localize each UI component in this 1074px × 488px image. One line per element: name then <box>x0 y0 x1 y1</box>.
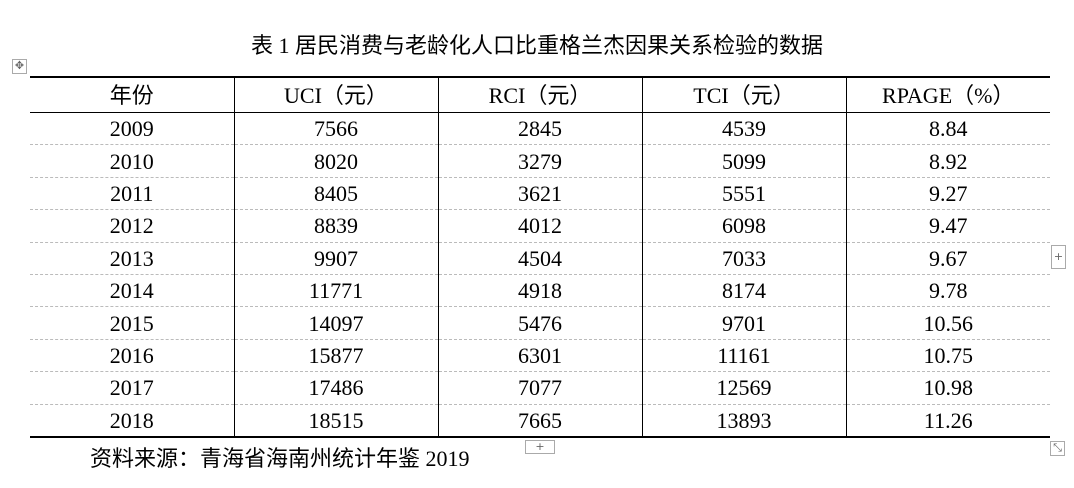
table-cell: 12569 <box>641 371 847 405</box>
table-cell: 10.98 <box>845 371 1050 405</box>
table-cell: 6098 <box>641 209 847 243</box>
table-cell: 2017 <box>30 371 235 405</box>
header-cell: RCI（元） <box>437 77 643 113</box>
table-cell: 2845 <box>437 112 643 146</box>
header-cell: RPAGE（%） <box>845 77 1050 113</box>
table-cell: 8.92 <box>845 144 1050 178</box>
table-cell: 4918 <box>437 274 643 308</box>
table-row: 2014 11771 4918 8174 9.78 <box>30 274 1050 308</box>
header-cell: 年份 <box>30 77 235 113</box>
table-cell: 9907 <box>233 242 439 275</box>
table-cell: 8839 <box>233 209 439 243</box>
source-note: 资料来源：青海省海南州统计年鉴 2019 <box>90 446 470 471</box>
table-cell: 7077 <box>437 371 643 405</box>
table-cell: 7665 <box>437 404 643 438</box>
table-cell: 2011 <box>30 177 235 211</box>
table-cell: 3279 <box>437 144 643 178</box>
table-cell: 11161 <box>641 339 847 373</box>
table-move-handle[interactable]: ✥ <box>12 59 27 74</box>
table-cell: 8020 <box>233 144 439 178</box>
table-cell: 10.75 <box>845 339 1050 373</box>
table-cell: 15877 <box>233 339 439 373</box>
table-cell: 5476 <box>437 306 643 340</box>
table-cell: 2009 <box>30 112 235 146</box>
table-cell: 9.47 <box>845 209 1050 243</box>
table-cell: 2015 <box>30 306 235 340</box>
table-cell: 2016 <box>30 339 235 373</box>
table-row: 2009 7566 2845 4539 8.84 <box>30 112 1050 146</box>
table-cell: 10.56 <box>845 306 1050 340</box>
table-row: 2013 9907 4504 7033 9.67 <box>30 242 1050 275</box>
table-title: 表 1 居民消费与老龄化人口比重格兰杰因果关系检验的数据 <box>250 33 823 58</box>
table-cell: 11.26 <box>845 404 1050 438</box>
table-row: 2012 8839 4012 6098 9.47 <box>30 209 1050 243</box>
table-cell: 9701 <box>641 306 847 340</box>
table-cell: 7566 <box>233 112 439 146</box>
table-cell: 5551 <box>641 177 847 211</box>
table-cell: 2014 <box>30 274 235 308</box>
add-column-button[interactable]: + <box>1051 245 1066 269</box>
table-cell: 4504 <box>437 242 643 275</box>
table-cell: 14097 <box>233 306 439 340</box>
table-cell: 2018 <box>30 404 235 438</box>
table-cell: 2012 <box>30 209 235 243</box>
table-cell: 4012 <box>437 209 643 243</box>
table-cell: 13893 <box>641 404 847 438</box>
table-cell: 8405 <box>233 177 439 211</box>
table-cell: 11771 <box>233 274 439 308</box>
table-cell: 18515 <box>233 404 439 438</box>
header-cell: UCI（元） <box>233 77 439 113</box>
table-cell: 2013 <box>30 242 235 275</box>
table-row: 2018 18515 7665 13893 11.26 <box>30 404 1050 438</box>
table-cell: 4539 <box>641 112 847 146</box>
table-cell: 9.67 <box>845 242 1050 275</box>
table-cell: 6301 <box>437 339 643 373</box>
table-cell: 8.84 <box>845 112 1050 146</box>
table-row: 2011 8405 3621 5551 9.27 <box>30 177 1050 211</box>
header-cell: TCI（元） <box>641 77 847 113</box>
table-cell: 7033 <box>641 242 847 275</box>
table-cell: 9.27 <box>845 177 1050 211</box>
table-cell: 8174 <box>641 274 847 308</box>
table-cell: 3621 <box>437 177 643 211</box>
table-cell: 2010 <box>30 144 235 178</box>
table-row: 2017 17486 7077 12569 10.98 <box>30 371 1050 405</box>
header-row: 年份 UCI（元） RCI（元） TCI（元） RPAGE（%） <box>30 77 1050 113</box>
table-row: 2015 14097 5476 9701 10.56 <box>30 306 1050 340</box>
table-cell: 17486 <box>233 371 439 405</box>
data-table: 年份 UCI（元） RCI（元） TCI（元） RPAGE（%） 2009 7566 2845… <box>30 76 1050 438</box>
table-row: 2010 8020 3279 5099 8.92 <box>30 144 1050 178</box>
add-row-button[interactable]: + <box>525 440 555 454</box>
table-cell: 5099 <box>641 144 847 178</box>
table-resize-handle[interactable]: ⤡ <box>1050 441 1065 456</box>
table-row: 2016 15877 6301 11161 10.75 <box>30 339 1050 373</box>
table-cell: 9.78 <box>845 274 1050 308</box>
